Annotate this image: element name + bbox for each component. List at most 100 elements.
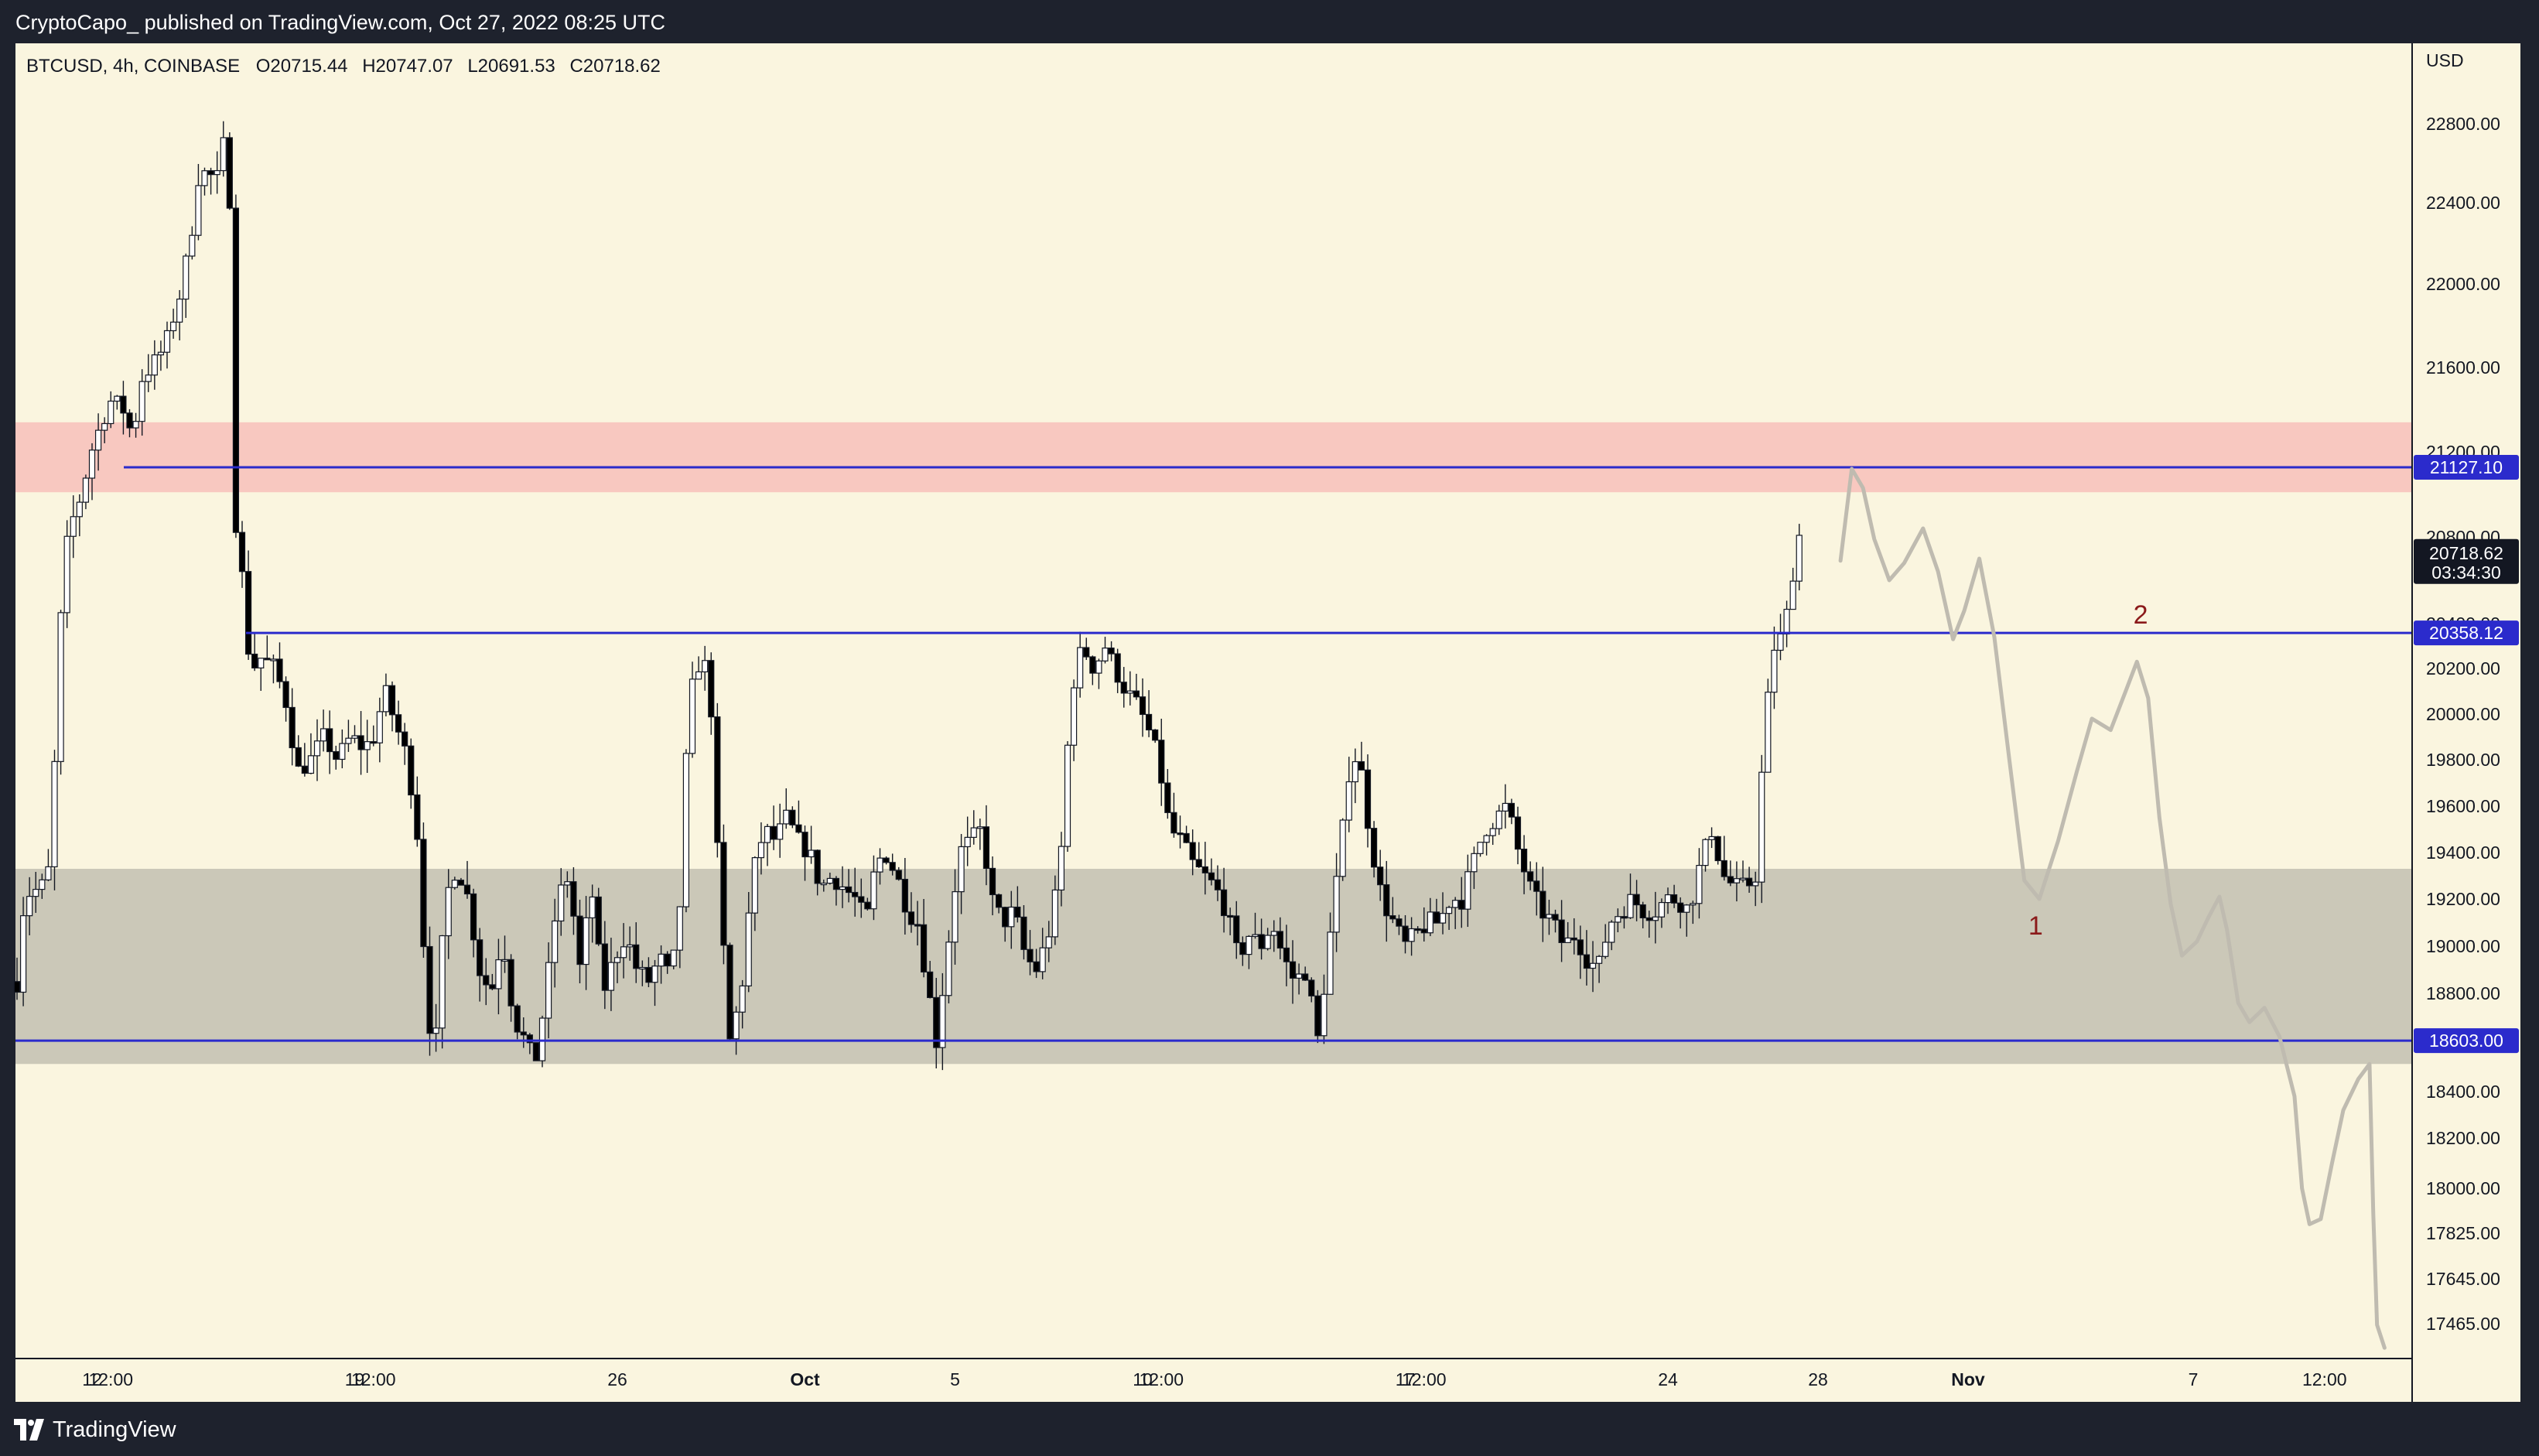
candle xyxy=(1126,671,1133,706)
candle xyxy=(1414,926,1421,934)
candle xyxy=(13,957,21,1000)
candle xyxy=(264,635,271,661)
candle xyxy=(558,868,565,936)
candle xyxy=(1433,898,1440,924)
candle xyxy=(1752,871,1759,907)
candle xyxy=(163,321,171,369)
time-tick-label: 28 xyxy=(1808,1369,1828,1389)
candle xyxy=(326,710,333,774)
candle xyxy=(795,800,802,834)
legend-close: C20718.62 xyxy=(569,56,660,77)
candle xyxy=(101,417,108,443)
candle xyxy=(1427,897,1434,937)
candle xyxy=(32,871,39,913)
candle xyxy=(1658,898,1666,928)
candle xyxy=(1114,648,1121,693)
candle xyxy=(376,697,383,763)
candle xyxy=(1158,718,1165,806)
candle xyxy=(1639,901,1646,928)
tradingview-logo-icon xyxy=(14,1419,44,1441)
level-price-tag: 20358.12 xyxy=(2414,620,2519,646)
candle xyxy=(1489,822,1496,846)
candle xyxy=(532,1042,540,1061)
candle xyxy=(583,896,589,990)
candle xyxy=(995,894,1003,914)
candle xyxy=(570,866,577,935)
candle xyxy=(414,776,421,847)
candle xyxy=(1527,861,1534,890)
candle xyxy=(1677,897,1684,929)
candle xyxy=(1539,866,1546,942)
candle xyxy=(463,860,471,899)
candle xyxy=(670,949,677,969)
candle xyxy=(751,856,758,931)
candle xyxy=(1589,941,1597,993)
candle xyxy=(1014,886,1021,923)
price-tick-label: 19000.00 xyxy=(2426,936,2500,956)
candle xyxy=(607,938,615,1011)
candle xyxy=(1458,877,1465,928)
candle xyxy=(1246,935,1252,969)
candlestick-chart[interactable]: 12 22800.00 22400.00 22000.00 21600.00 2 1 200… xyxy=(0,0,2539,1402)
candle xyxy=(489,973,496,990)
candle xyxy=(1696,848,1703,919)
svg-text:18603.00: 18603.00 xyxy=(2429,1030,2503,1051)
candle xyxy=(276,642,283,689)
candle xyxy=(877,848,883,885)
candle xyxy=(1208,858,1215,886)
candle xyxy=(1615,908,1621,933)
candle xyxy=(1095,658,1102,689)
candle xyxy=(1045,921,1052,962)
candle xyxy=(613,951,621,983)
candle xyxy=(495,938,502,1015)
candle xyxy=(927,961,934,999)
candle xyxy=(1020,904,1027,960)
candle xyxy=(1133,673,1140,700)
candle xyxy=(1345,757,1352,832)
candle xyxy=(1502,784,1509,829)
zones-layer xyxy=(15,422,2412,1065)
candle xyxy=(169,308,177,339)
candle xyxy=(82,474,90,510)
candle xyxy=(601,921,608,1010)
candle xyxy=(695,656,702,680)
candle xyxy=(145,354,152,392)
candle xyxy=(151,340,158,390)
candle xyxy=(439,935,446,1049)
candle xyxy=(1714,836,1721,865)
candle xyxy=(1183,825,1190,844)
price-axis-background xyxy=(2412,43,2520,1402)
candle xyxy=(1239,936,1246,966)
candle xyxy=(589,884,596,943)
candle xyxy=(952,869,959,965)
wave-label-2: 2 xyxy=(2134,600,2148,630)
projection-layer: 12 xyxy=(1838,467,2387,1350)
candle xyxy=(1690,901,1697,925)
candle xyxy=(26,877,33,935)
candle xyxy=(826,872,833,885)
candle xyxy=(651,959,658,1007)
candle xyxy=(801,825,808,881)
candle xyxy=(1189,829,1196,876)
candle xyxy=(708,652,715,735)
candle xyxy=(870,855,877,921)
projection-path xyxy=(1838,467,2387,1350)
candle xyxy=(1765,678,1772,773)
candle xyxy=(576,899,583,984)
candle xyxy=(1152,729,1159,743)
axis-currency-label: USD xyxy=(2426,50,2464,70)
candle xyxy=(1558,900,1565,962)
levels-layer[interactable] xyxy=(15,466,2412,1042)
candle xyxy=(470,888,477,958)
candle xyxy=(883,856,890,865)
tradingview-logo[interactable]: TradingView xyxy=(14,1416,176,1444)
candle xyxy=(333,745,340,770)
candle xyxy=(395,700,402,745)
candle xyxy=(45,849,52,882)
candle xyxy=(989,856,996,916)
candle xyxy=(1164,769,1171,819)
candle xyxy=(1214,865,1222,901)
